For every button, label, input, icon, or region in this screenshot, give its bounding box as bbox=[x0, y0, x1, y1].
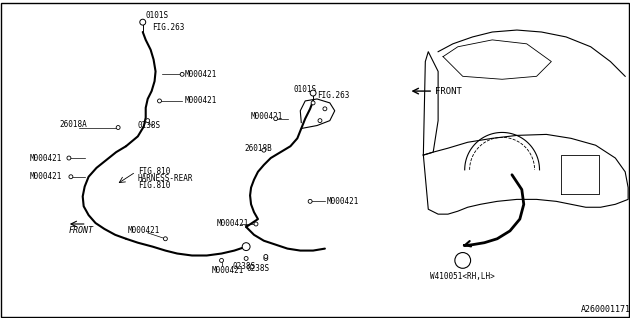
Text: FIG.810: FIG.810 bbox=[138, 167, 170, 176]
Circle shape bbox=[318, 119, 322, 123]
Text: 26018A: 26018A bbox=[59, 120, 87, 129]
Circle shape bbox=[116, 125, 120, 130]
Text: M000421: M000421 bbox=[185, 96, 218, 105]
Text: HARNESS-REAR: HARNESS-REAR bbox=[138, 174, 193, 183]
Text: FIG.263: FIG.263 bbox=[317, 91, 349, 100]
Circle shape bbox=[262, 148, 266, 152]
Text: 0238S: 0238S bbox=[138, 121, 161, 130]
Circle shape bbox=[274, 117, 278, 121]
Text: M000421: M000421 bbox=[29, 154, 62, 163]
Circle shape bbox=[220, 259, 223, 262]
Text: 0238S: 0238S bbox=[232, 262, 256, 271]
Circle shape bbox=[455, 252, 470, 268]
Circle shape bbox=[242, 243, 250, 251]
Text: FIG.263: FIG.263 bbox=[152, 23, 185, 32]
Text: 0101S: 0101S bbox=[293, 84, 317, 94]
Circle shape bbox=[163, 237, 168, 241]
Text: M000421: M000421 bbox=[128, 226, 161, 236]
Text: M000421: M000421 bbox=[216, 220, 249, 228]
Text: M000421: M000421 bbox=[185, 70, 218, 79]
Text: M000421: M000421 bbox=[212, 266, 244, 275]
Text: FRONT: FRONT bbox=[69, 226, 94, 236]
Circle shape bbox=[264, 254, 268, 259]
Text: FRONT: FRONT bbox=[435, 87, 462, 96]
Ellipse shape bbox=[458, 258, 468, 263]
Text: M000421: M000421 bbox=[327, 197, 359, 206]
Circle shape bbox=[264, 257, 268, 260]
Text: FIG.810: FIG.810 bbox=[138, 181, 170, 190]
Circle shape bbox=[323, 107, 327, 111]
Text: 26018B: 26018B bbox=[244, 144, 272, 153]
Circle shape bbox=[140, 19, 146, 25]
Text: A260001171: A260001171 bbox=[581, 305, 631, 314]
Circle shape bbox=[311, 101, 315, 105]
Circle shape bbox=[244, 257, 248, 260]
Text: W410051<RH,LH>: W410051<RH,LH> bbox=[430, 272, 495, 281]
Circle shape bbox=[69, 175, 73, 179]
Circle shape bbox=[310, 90, 316, 96]
Circle shape bbox=[254, 222, 258, 226]
Circle shape bbox=[308, 199, 312, 203]
Circle shape bbox=[180, 72, 184, 76]
Circle shape bbox=[157, 99, 161, 103]
Text: M000421: M000421 bbox=[29, 172, 62, 181]
Text: 0101S: 0101S bbox=[146, 11, 169, 20]
Text: M000421: M000421 bbox=[251, 112, 284, 121]
Circle shape bbox=[146, 119, 150, 123]
Text: 0238S: 0238S bbox=[246, 264, 269, 273]
Circle shape bbox=[67, 156, 71, 160]
